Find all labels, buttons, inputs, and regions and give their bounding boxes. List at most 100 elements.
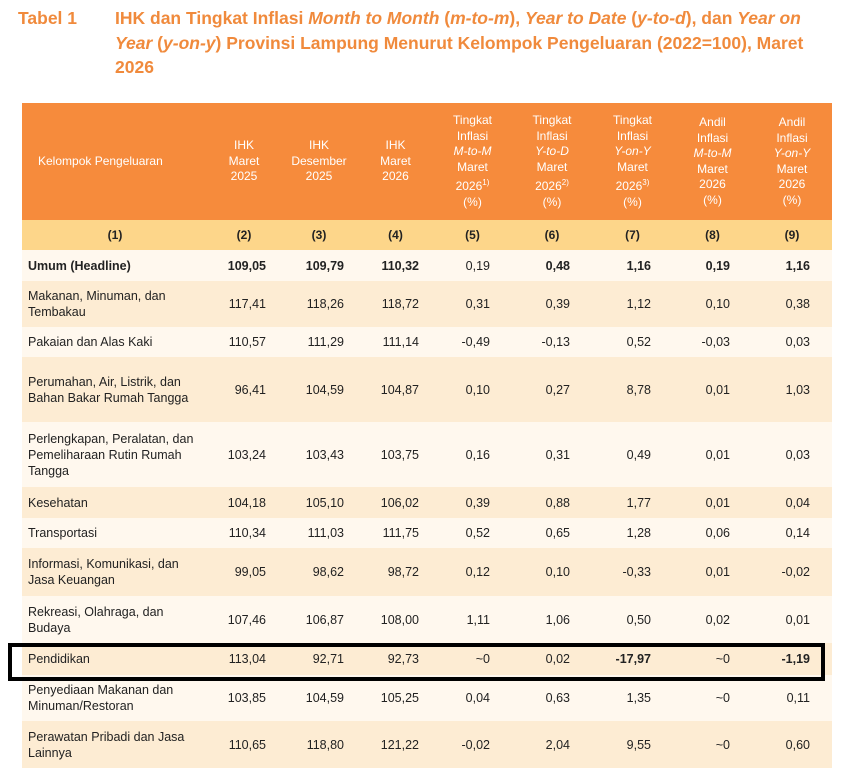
value-cell: 0,04 [433, 675, 512, 721]
column-header: Tingkat Inflasi Y-on-Y Maret 20263) (%) [592, 103, 673, 220]
table-row: Makanan, Minuman, dan Tembakau 117,41 118,… [22, 281, 832, 327]
header-line: Andil [699, 115, 726, 129]
value-cell: 0,31 [512, 422, 592, 487]
table-row: Perlengkapan, Peralatan, dan Pemeliharaa… [22, 422, 832, 487]
column-number: (5) [433, 220, 512, 250]
value-cell: 0,02 [673, 596, 752, 643]
value-cell: 0,88 [512, 487, 592, 518]
header-line: Inflasi [616, 128, 649, 143]
header-line: 2026 [615, 179, 643, 193]
group-name: Umum (Headline) [22, 250, 208, 281]
column-number: (1) [22, 220, 208, 250]
column-header: Tingkat Inflasi Y-to-D Maret 20262) (%) [512, 103, 592, 220]
value-cell: 103,43 [280, 422, 358, 487]
table-row: Perumahan, Air, Listrik, dan Bahan Bakar… [22, 357, 832, 422]
value-cell: 1,16 [752, 250, 832, 281]
header-line: Desember [291, 153, 347, 168]
column-number: (9) [752, 220, 832, 250]
value-cell: 1,35 [592, 675, 673, 721]
value-cell: ~0 [673, 721, 752, 768]
value-cell: 0,03 [752, 422, 832, 487]
value-cell: 2,04 [512, 721, 592, 768]
header-line: (%) [623, 194, 642, 209]
value-cell: 0,52 [433, 518, 512, 548]
value-cell: 1,12 [592, 281, 673, 327]
value-cell: 0,14 [752, 518, 832, 548]
value-cell: 0,01 [673, 548, 752, 596]
header-line: Inflasi [536, 128, 568, 143]
header-line: 2026 [699, 177, 726, 191]
header-line: 2026 [778, 177, 806, 191]
value-cell: 0,50 [592, 596, 673, 643]
value-cell: ~0 [673, 643, 752, 675]
value-cell: -0,13 [512, 327, 592, 357]
value-cell: 0,12 [433, 548, 512, 596]
group-name: Kesehatan [22, 487, 208, 518]
header-line: Y-on-Y [773, 146, 811, 160]
value-cell: -17,97 [592, 643, 673, 675]
value-cell: 0,01 [752, 596, 832, 643]
value-cell: 107,46 [208, 596, 280, 643]
header-line: Maret [617, 159, 648, 174]
table-row: Informasi, Komunikasi, dan Jasa Keuangan… [22, 548, 832, 596]
value-cell: 103,24 [208, 422, 280, 487]
group-name: Pakaian dan Alas Kaki [22, 327, 208, 357]
table-row: Penyediaan Makanan dan Minuman/Restoran 1… [22, 675, 832, 721]
value-cell: 109,79 [280, 250, 358, 281]
table-caption: IHK dan Tingkat Inflasi Month to Month (… [115, 8, 804, 77]
value-cell: 0,39 [433, 487, 512, 518]
value-cell: 0,01 [673, 422, 752, 487]
value-cell: 0,01 [673, 487, 752, 518]
value-cell: 0,10 [433, 357, 512, 422]
footnote-marker: 3) [642, 178, 650, 187]
table-row: Rekreasi, Olahraga, dan Budaya 107,46 106,… [22, 596, 832, 643]
value-cell: -0,03 [673, 327, 752, 357]
value-cell: 104,59 [280, 357, 358, 422]
value-cell: 0,60 [752, 721, 832, 768]
value-cell: 0,38 [752, 281, 832, 327]
group-name: Rekreasi, Olahraga, dan Budaya [22, 596, 208, 643]
header-line: Y-on-Y [614, 144, 651, 158]
value-cell: 1,11 [433, 596, 512, 643]
header-line: Inflasi [696, 130, 729, 145]
value-cell: -0,02 [752, 548, 832, 596]
value-cell: 110,34 [208, 518, 280, 548]
value-cell: 1,06 [512, 596, 592, 643]
header-line: Tingkat [532, 113, 572, 127]
value-cell: 0,31 [433, 281, 512, 327]
header-line: Kelompok Pengeluaran [38, 153, 163, 168]
value-cell: 103,85 [208, 675, 280, 721]
value-cell: 92,71 [280, 643, 358, 675]
value-cell: 0,39 [512, 281, 592, 327]
value-cell: 121,22 [358, 721, 433, 768]
group-name: Informasi, Komunikasi, dan Jasa Keuangan [22, 548, 208, 596]
value-cell: 99,05 [208, 548, 280, 596]
value-cell: 109,05 [208, 250, 280, 281]
header-row: Kelompok Pengeluaran IHK Maret 2025 IHK Desem… [22, 103, 832, 220]
header-line: (%) [703, 192, 722, 207]
column-number: (3) [280, 220, 358, 250]
value-cell: 0,01 [673, 357, 752, 422]
value-cell: 105,10 [280, 487, 358, 518]
header-line: IHK [385, 138, 406, 153]
value-cell: 118,26 [280, 281, 358, 327]
group-name: Makanan, Minuman, dan Tembakau [22, 281, 208, 327]
column-number: (4) [358, 220, 433, 250]
value-cell: 0,16 [433, 422, 512, 487]
group-name: Transportasi [22, 518, 208, 548]
value-cell: 1,03 [752, 357, 832, 422]
value-cell: 110,32 [358, 250, 433, 281]
group-name: Perlengkapan, Peralatan, dan Pemeliharaa… [22, 422, 208, 487]
header-line: Inflasi [456, 128, 489, 143]
column-number: (7) [592, 220, 673, 250]
value-cell: 0,52 [592, 327, 673, 357]
header-line: Y-to-D [535, 144, 569, 158]
value-cell: 1,28 [592, 518, 673, 548]
column-header: Andil Inflasi Y-on-Y Maret 2026 (%) [752, 103, 832, 220]
value-cell: 104,59 [280, 675, 358, 721]
column-number: (2) [208, 220, 280, 250]
value-cell: 0,63 [512, 675, 592, 721]
value-cell: 110,65 [208, 721, 280, 768]
header-line: (%) [542, 194, 562, 209]
table-row: Pakaian dan Alas Kaki 110,57 111,29 111,14-… [22, 327, 832, 357]
